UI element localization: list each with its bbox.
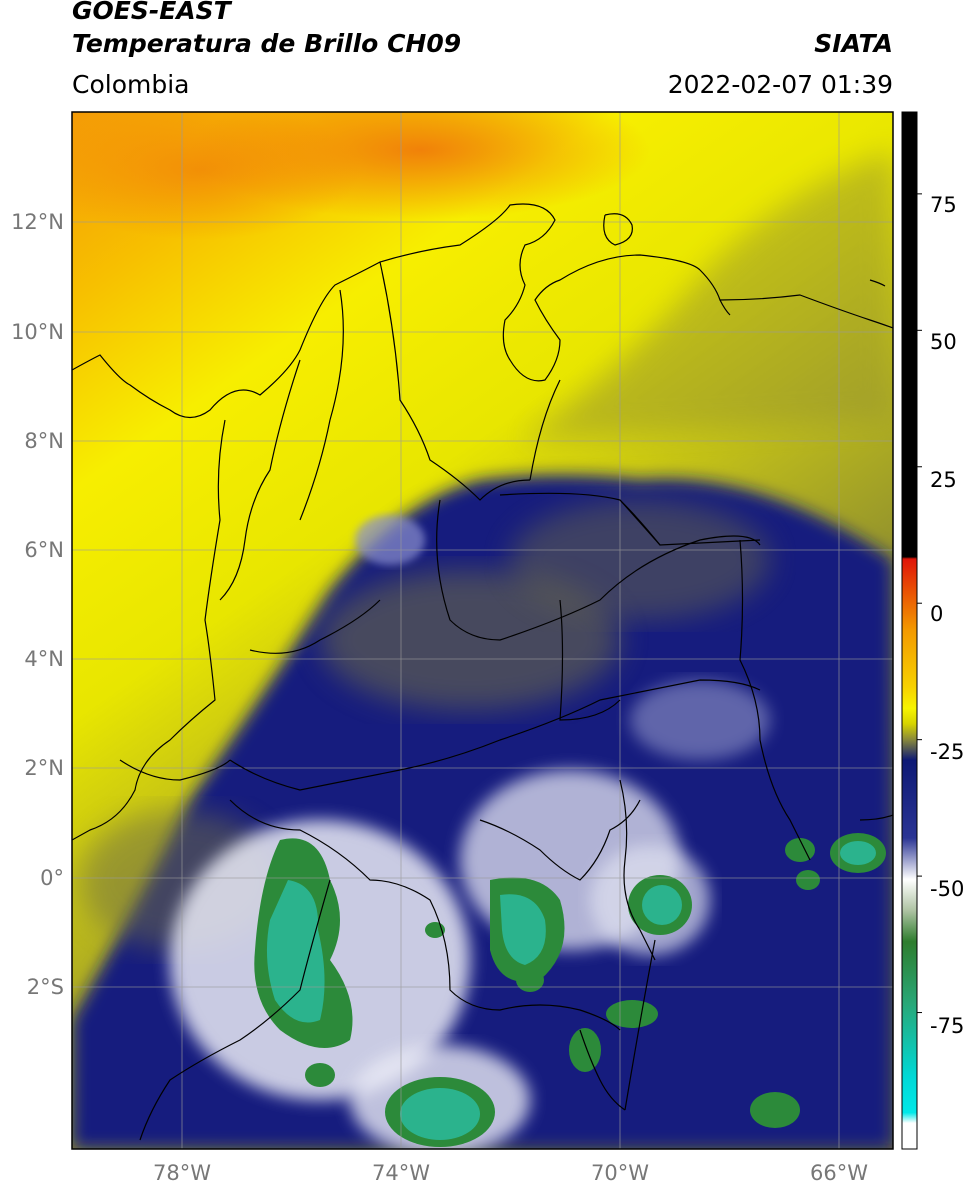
colorbar-tick-label: 75 (930, 193, 957, 217)
graticule (72, 112, 893, 1149)
lat-label: 10°N (11, 320, 64, 344)
lat-label: 0° (40, 866, 64, 890)
lat-label: 6°N (24, 538, 64, 562)
lat-axis: 12°N 10°N 8°N 6°N 4°N 2°N 0° 2°S (11, 210, 64, 999)
lon-label: 70°W (591, 1161, 649, 1185)
lon-label: 66°W (810, 1161, 868, 1185)
satellite-imagery (72, 112, 893, 1149)
colorbar-tick-label: -75 (930, 1014, 964, 1038)
lat-label: 12°N (11, 210, 64, 234)
colorbar-tick-label: 0 (930, 602, 943, 626)
lat-label: 8°N (24, 429, 64, 453)
lon-axis: 78°W 74°W 70°W 66°W (153, 1161, 868, 1185)
colorbar-tick-label: -25 (930, 740, 964, 764)
lat-label: 4°N (24, 647, 64, 671)
map-frame (71, 111, 894, 1150)
boundaries (72, 203, 893, 1141)
colorbar-tick-label: 50 (930, 330, 957, 354)
colorbar-frame (901, 111, 918, 1150)
colorbar-tick-label: 25 (930, 468, 957, 492)
region-label: Colombia (72, 70, 190, 99)
title-line-1: GOES-EAST (72, 0, 231, 25)
lat-label: 2°N (24, 756, 64, 780)
lon-label: 74°W (372, 1161, 430, 1185)
lat-label: 2°S (27, 975, 64, 999)
colorbar: 75 50 25 0 -25 -50 -75 (901, 111, 964, 1150)
lon-label: 78°W (153, 1161, 211, 1185)
colorbar-tick-label: -50 (930, 877, 964, 901)
title-line-2: Temperatura de Brillo CH09 (72, 29, 462, 58)
colorbar-gradient (902, 112, 917, 1149)
source-label: SIATA (814, 29, 893, 58)
datetime-label: 2022-02-07 01:39 (667, 70, 893, 99)
